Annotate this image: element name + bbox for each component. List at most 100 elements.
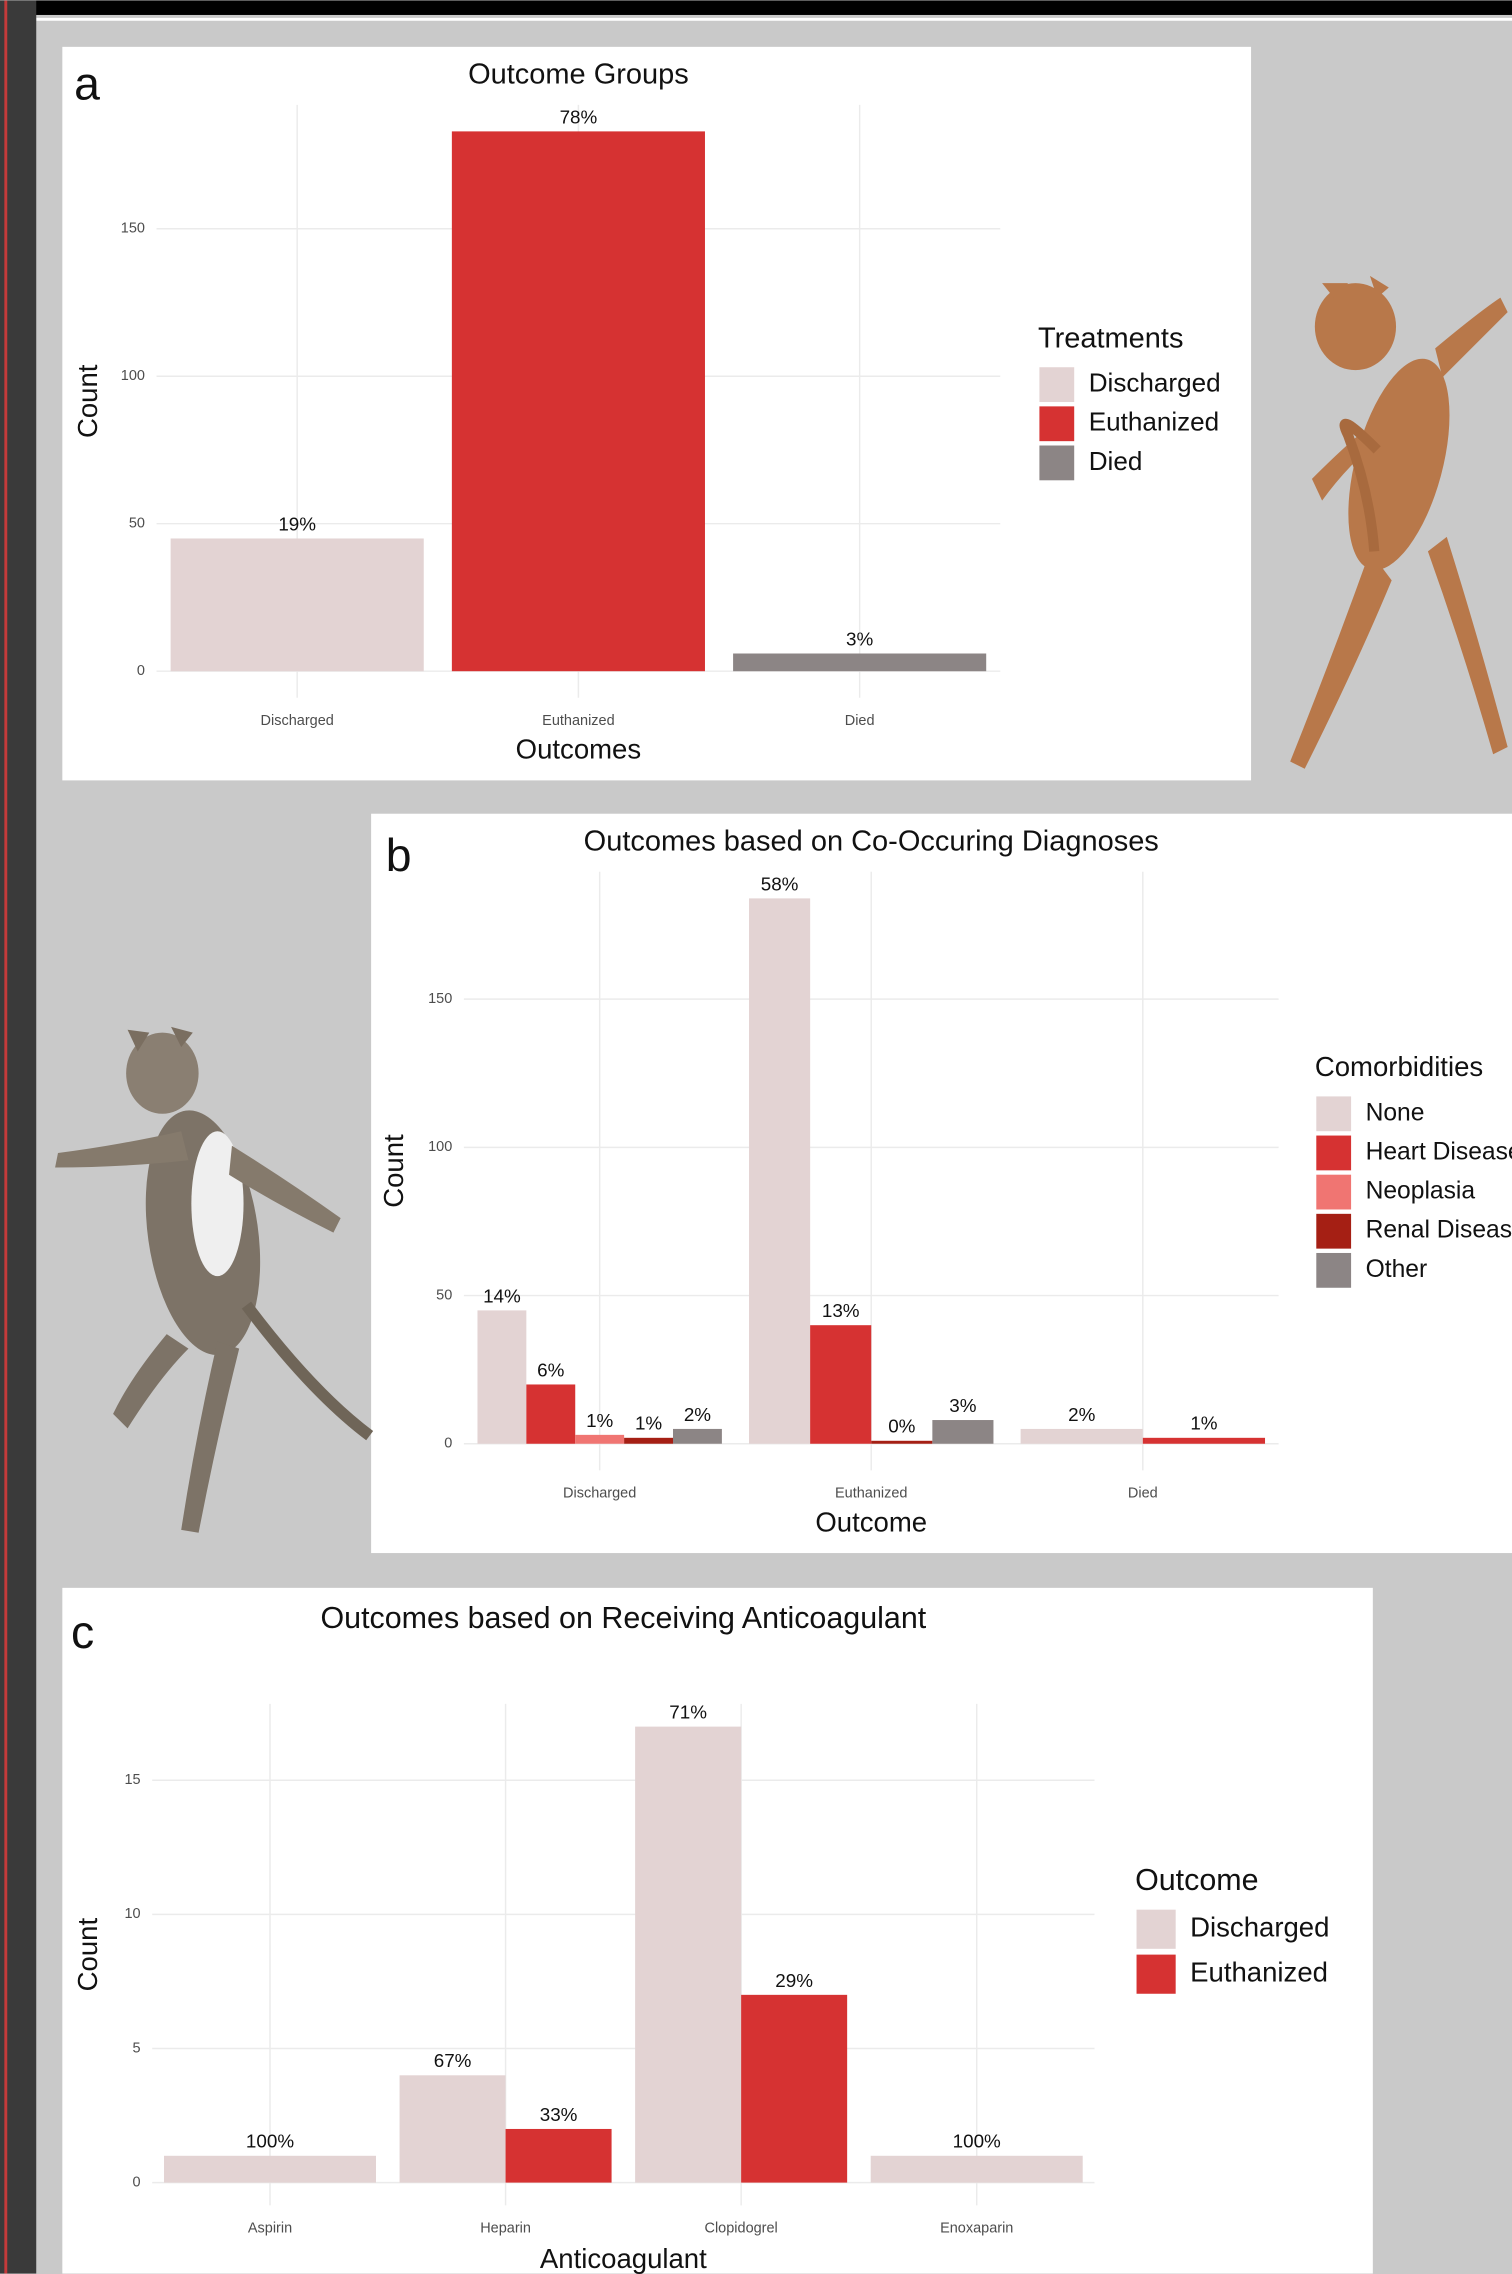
legend-key — [1316, 1136, 1351, 1171]
x-axis-title: Outcomes — [516, 734, 641, 765]
legend-key — [1137, 1910, 1176, 1949]
x-tick-label: Discharged — [261, 713, 334, 729]
y-tick-label: 10 — [124, 1906, 140, 1922]
bar — [164, 2156, 376, 2183]
x-tick-label: Euthanized — [542, 713, 614, 729]
x-tick-label: Aspirin — [248, 2220, 292, 2236]
legend-label: None — [1366, 1099, 1425, 1126]
y-axis-title: Count — [378, 1134, 409, 1208]
value-label: 6% — [537, 1359, 564, 1380]
y-tick-label: 50 — [129, 516, 145, 532]
x-tick-label: Died — [1128, 1485, 1158, 1501]
value-label: 14% — [483, 1285, 521, 1306]
chart-title: Outcomes based on Co-Occuring Diagnoses — [584, 825, 1159, 857]
legend-key — [1316, 1175, 1351, 1210]
bar — [171, 538, 424, 671]
chart-title: Outcome Groups — [468, 59, 689, 91]
legend-key — [1137, 1955, 1176, 1994]
bar — [1021, 1429, 1143, 1444]
bar — [526, 1384, 575, 1443]
legend-label: Discharged — [1089, 368, 1221, 398]
value-label: 100% — [953, 2131, 1001, 2152]
bar — [810, 1325, 871, 1444]
legend-label: Discharged — [1190, 1912, 1329, 1943]
x-tick-label: Died — [845, 713, 875, 729]
value-label: 1% — [1190, 1413, 1217, 1434]
y-tick-label: 15 — [124, 1772, 140, 1788]
y-tick-label: 50 — [436, 1287, 452, 1303]
legend-key — [1316, 1253, 1351, 1288]
x-axis-title: Anticoagulant — [540, 2243, 707, 2274]
y-tick-label: 5 — [133, 2040, 141, 2056]
bar — [635, 1727, 741, 2183]
bar — [871, 1441, 932, 1444]
bar — [673, 1429, 722, 1444]
y-tick-label: 100 — [428, 1139, 452, 1155]
x-tick-label: Euthanized — [835, 1485, 907, 1501]
x-tick-label: Enoxaparin — [940, 2220, 1013, 2236]
y-tick-label: 150 — [121, 221, 145, 237]
legend-label: Other — [1366, 1256, 1428, 1283]
value-label: 71% — [669, 1702, 707, 1723]
bar — [575, 1435, 624, 1444]
bar — [733, 654, 986, 672]
bar — [932, 1420, 993, 1444]
x-axis-title: Outcome — [815, 1506, 927, 1537]
value-label: 1% — [635, 1413, 662, 1434]
legend-title: Comorbidities — [1315, 1051, 1483, 1082]
legend-label: Died — [1089, 446, 1143, 476]
legend-key — [1039, 446, 1074, 481]
bar — [741, 1995, 847, 2183]
value-label: 33% — [540, 2104, 578, 2125]
x-tick-label: Discharged — [563, 1485, 636, 1501]
value-label: 19% — [278, 513, 316, 534]
poster: aOutcome GroupsOutcomesCount050100150Dis… — [0, 0, 1512, 2274]
legend-key — [1316, 1214, 1351, 1249]
value-label: 78% — [560, 106, 598, 127]
bar — [506, 2129, 612, 2183]
y-tick-label: 0 — [133, 2174, 141, 2190]
legend-key — [1316, 1096, 1351, 1131]
side-accent — [4, 0, 7, 2273]
value-label: 2% — [1068, 1404, 1095, 1425]
legend-label: Euthanized — [1089, 407, 1220, 437]
legend-title: Treatments — [1038, 322, 1184, 354]
value-label: 1% — [586, 1410, 613, 1431]
value-label: 100% — [246, 2131, 294, 2152]
panel-label: c — [71, 1606, 94, 1658]
y-tick-label: 150 — [428, 991, 452, 1007]
value-label: 29% — [775, 1970, 813, 1991]
y-axis-title: Count — [72, 364, 103, 438]
bar — [749, 898, 810, 1443]
bar — [624, 1438, 673, 1444]
value-label: 13% — [822, 1300, 860, 1321]
y-axis-title: Count — [72, 1918, 103, 1992]
x-tick-label: Heparin — [480, 2220, 531, 2236]
bar — [871, 2156, 1083, 2183]
page: {"chart_data": [ {"type": "bar", "panel"… — [0, 0, 1512, 2274]
panel-label: a — [74, 58, 100, 110]
legend-key — [1039, 406, 1074, 441]
value-label: 2% — [684, 1404, 711, 1425]
y-tick-label: 100 — [121, 368, 145, 384]
top-bar — [0, 0, 1512, 14]
x-tick-label: Clopidogrel — [705, 2220, 778, 2236]
y-tick-label: 0 — [444, 1436, 452, 1452]
legend-label: Renal Disease — [1366, 1217, 1512, 1244]
panel-label: b — [386, 829, 412, 881]
y-tick-label: 0 — [137, 663, 145, 679]
legend-label: Euthanized — [1190, 1956, 1328, 1987]
legend-label: Neoplasia — [1366, 1178, 1476, 1205]
bar — [400, 2075, 506, 2182]
chart-title: Outcomes based on Receiving Anticoagulan… — [320, 1601, 926, 1635]
legend-title: Outcome — [1135, 1863, 1259, 1897]
top-rule — [36, 18, 1512, 21]
value-label: 0% — [888, 1416, 915, 1437]
bar — [452, 131, 705, 671]
value-label: 3% — [949, 1395, 976, 1416]
bar — [477, 1310, 526, 1443]
value-label: 58% — [761, 873, 799, 894]
value-label: 67% — [434, 2050, 472, 2071]
value-label: 3% — [846, 628, 873, 649]
legend-key — [1039, 367, 1074, 402]
